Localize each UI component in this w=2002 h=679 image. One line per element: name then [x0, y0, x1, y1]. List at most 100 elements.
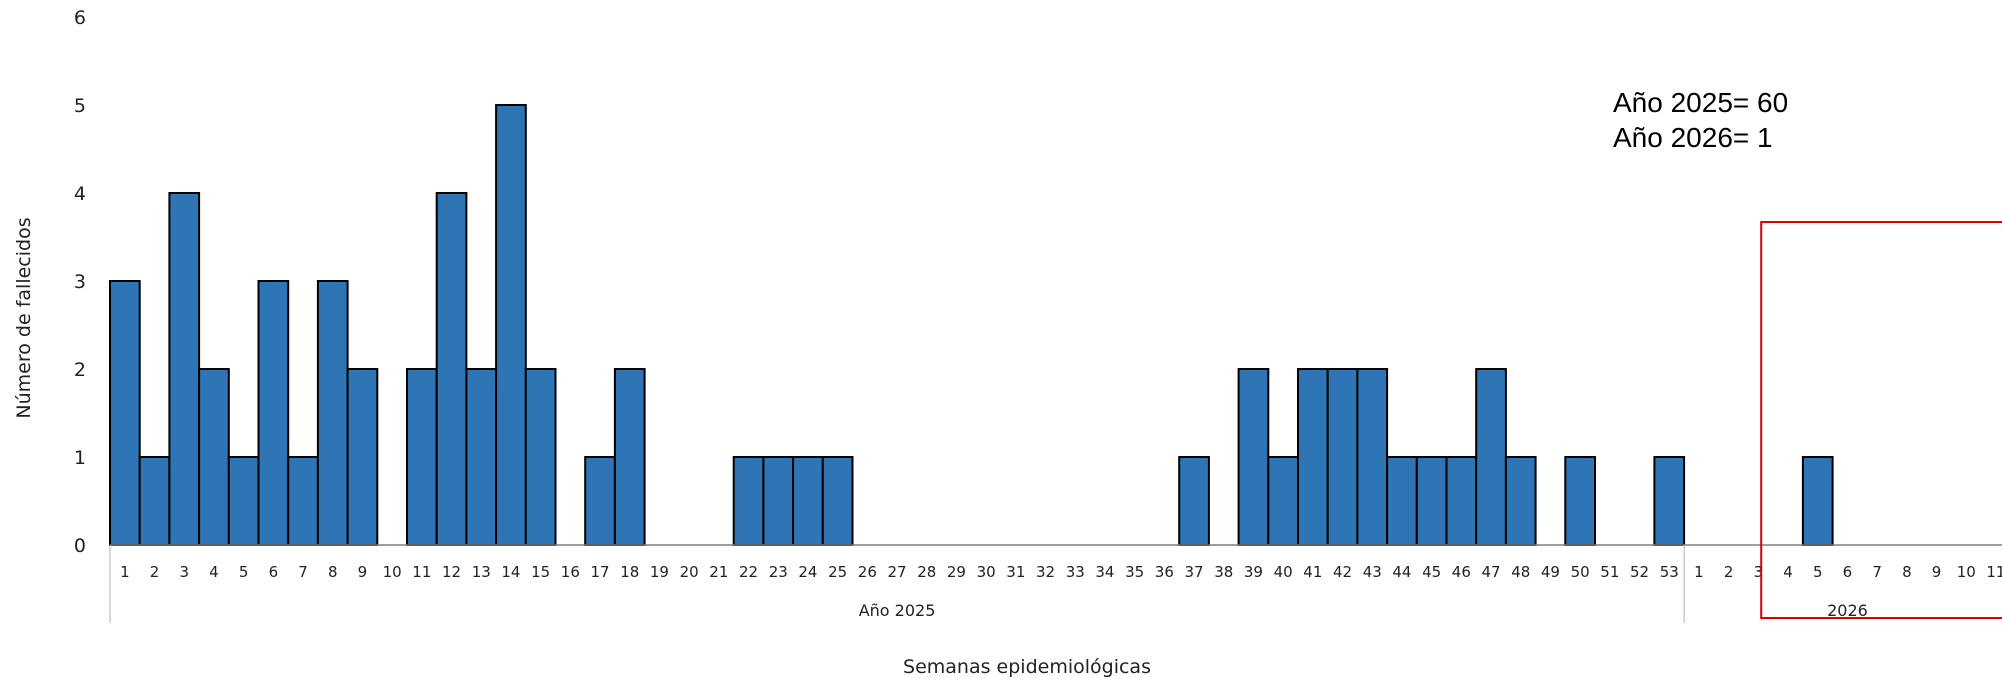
- bar-2025-week-24: [792, 456, 824, 546]
- bar-2025-week-42: [1326, 368, 1359, 546]
- x-tick-label: 10: [1957, 563, 1976, 581]
- bar-2025-week-9: [346, 368, 379, 546]
- x-tick-label: 39: [1244, 563, 1263, 581]
- bar-2025-week-18: [613, 368, 646, 546]
- x-tick-label: 28: [917, 563, 936, 581]
- x-tick-label: 53: [1660, 563, 1679, 581]
- x-tick-label: 22: [739, 563, 758, 581]
- x-tick-label: 30: [977, 563, 996, 581]
- x-tick-label: 19: [650, 563, 669, 581]
- x-tick-label: 4: [1783, 563, 1793, 581]
- x-tick-label: 37: [1185, 563, 1204, 581]
- bar-2025-week-1: [109, 280, 141, 546]
- x-tick-label: 6: [1843, 563, 1853, 581]
- x-tick-label: 45: [1422, 563, 1441, 581]
- bar-2025-week-6: [257, 280, 290, 546]
- bar-2025-week-43: [1356, 368, 1389, 546]
- x-tick-label: 44: [1392, 563, 1411, 581]
- x-tick-label: 52: [1630, 563, 1649, 581]
- x-tick-label: 26: [858, 563, 877, 581]
- bar-2025-week-48: [1504, 456, 1537, 546]
- x-axis-label: Semanas epidemiológicas: [903, 656, 1151, 678]
- bar-2025-week-14: [495, 104, 527, 546]
- bar-2025-week-37: [1178, 456, 1210, 546]
- group-label: 2026: [1827, 601, 1868, 620]
- y-tick-label: 0: [74, 535, 86, 557]
- total-2025-annotation: Año 2025= 60: [1613, 87, 1788, 118]
- bar-2025-week-50: [1564, 456, 1597, 546]
- x-tick-label: 41: [1303, 563, 1322, 581]
- x-tick-label: 5: [239, 563, 249, 581]
- y-tick-label: 5: [74, 95, 86, 117]
- bar-2025-week-41: [1297, 368, 1329, 546]
- bar-2025-week-45: [1415, 456, 1448, 546]
- bar-2025-week-3: [168, 192, 201, 546]
- x-tick-label: 51: [1600, 563, 1619, 581]
- x-tick-label: 40: [1274, 563, 1293, 581]
- y-tick-label: 4: [74, 183, 86, 205]
- x-tick-label: 15: [531, 563, 550, 581]
- x-tick-label: 20: [680, 563, 699, 581]
- x-tick-label: 49: [1541, 563, 1560, 581]
- y-axis: 0 1 2 3 4 5 6: [74, 7, 86, 557]
- y-tick-label: 3: [74, 271, 86, 293]
- x-tick-label: 12: [442, 563, 461, 581]
- bar-2025-week-12: [435, 192, 468, 546]
- x-tick-label: 17: [591, 563, 610, 581]
- x-tick-label: 9: [1932, 563, 1942, 581]
- x-tick-label: 5: [1813, 563, 1823, 581]
- x-tick-label: 6: [269, 563, 279, 581]
- x-tick-label: 11: [412, 563, 431, 581]
- x-tick-label: 32: [1036, 563, 1055, 581]
- x-tick-label: 48: [1511, 563, 1530, 581]
- x-tick-label: 25: [828, 563, 847, 581]
- y-axis-label: Número de fallecidos: [13, 217, 35, 418]
- bars-layer: [109, 104, 1834, 546]
- x-tick-label: 8: [1902, 563, 1912, 581]
- bar-2025-week-8: [316, 280, 349, 546]
- x-tick-label: 35: [1125, 563, 1144, 581]
- x-tick-label: 1: [1694, 563, 1704, 581]
- x-tick-label: 31: [1006, 563, 1025, 581]
- x-tick-label: 7: [1872, 563, 1882, 581]
- bar-2025-week-17: [584, 456, 616, 546]
- x-tick-label: 50: [1571, 563, 1590, 581]
- x-tick-label: 3: [179, 563, 189, 581]
- x-tick-label: 27: [888, 563, 907, 581]
- bar-2025-week-47: [1475, 368, 1507, 546]
- x-tick-label: 2: [1724, 563, 1734, 581]
- bar-2025-week-39: [1237, 368, 1270, 546]
- bar-2025-week-25: [821, 456, 854, 546]
- bar-2025-week-40: [1267, 456, 1300, 546]
- x-tick-label: 1: [120, 563, 130, 581]
- x-tick-label: 34: [1095, 563, 1114, 581]
- bar-2026-week-5: [1801, 456, 1834, 546]
- x-tick-label: 46: [1452, 563, 1471, 581]
- x-tick-label: 7: [298, 563, 308, 581]
- x-tick-label: 42: [1333, 563, 1352, 581]
- x-tick-label: 33: [1066, 563, 1085, 581]
- x-tick-label: 16: [561, 563, 580, 581]
- bar-2025-week-4: [198, 368, 230, 546]
- bar-2025-week-15: [524, 368, 557, 546]
- x-tick-label: 14: [501, 563, 520, 581]
- bar-2025-week-22: [732, 456, 765, 546]
- bar-2025-week-46: [1445, 456, 1478, 546]
- y-tick-label: 1: [74, 447, 86, 469]
- x-tick-label: 29: [947, 563, 966, 581]
- x-tick-label: 8: [328, 563, 338, 581]
- x-tick-label: 38: [1214, 563, 1233, 581]
- bar-2025-week-23: [762, 456, 795, 546]
- x-tick-label: 47: [1482, 563, 1501, 581]
- x-tick-label: 10: [383, 563, 402, 581]
- y-tick-label: 6: [74, 7, 86, 29]
- bar-2025-week-7: [287, 456, 319, 546]
- x-tick-label: 9: [358, 563, 368, 581]
- total-2026-annotation: Año 2026= 1: [1613, 122, 1773, 153]
- x-tick-label: 18: [620, 563, 639, 581]
- x-tick-label: 13: [472, 563, 491, 581]
- bar-2025-week-44: [1386, 456, 1418, 546]
- highlight-box-2026: [1760, 221, 2002, 619]
- x-tick-label: 3: [1754, 563, 1764, 581]
